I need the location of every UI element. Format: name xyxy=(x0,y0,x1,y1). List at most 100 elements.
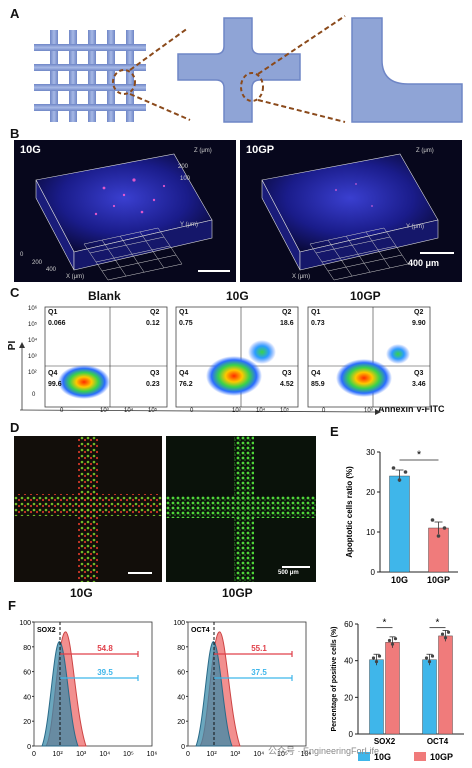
q2-value: 9.90 xyxy=(412,320,426,327)
panel-label-a: A xyxy=(10,6,20,21)
data-point xyxy=(442,526,447,530)
significance-star: * xyxy=(417,449,422,461)
flow-x-tick: 0 xyxy=(322,408,326,414)
q1-label: Q1 xyxy=(48,309,58,316)
fluorescence-image-10gp: 500 μm xyxy=(166,436,316,582)
flow-x-tick: 10³ xyxy=(100,408,109,414)
y-tick-label: 0 xyxy=(181,744,185,751)
data-point xyxy=(446,630,451,634)
scale-bar xyxy=(420,252,454,254)
panel-label-d: D xyxy=(10,420,20,435)
significance-star: * xyxy=(436,618,440,629)
x-tick-label: 10⁴ xyxy=(253,751,264,758)
q2-label: Q2 xyxy=(150,309,160,316)
data-point xyxy=(424,656,429,660)
q4-value: 99.6 xyxy=(48,381,62,388)
y-tick-label: 0 xyxy=(371,568,376,577)
bar-sox2-10g xyxy=(369,659,384,735)
panel-label-c: C xyxy=(10,285,20,300)
data-point xyxy=(436,534,441,538)
z-axis-label: Z (μm) xyxy=(194,148,212,154)
flow-y-tick: 10⁶ xyxy=(28,306,38,312)
data-point xyxy=(430,518,435,522)
y-tick-label: 10 xyxy=(366,528,375,537)
y-tick-label: 40 xyxy=(344,657,353,666)
flow-cytometry-plots xyxy=(19,306,431,415)
data-point xyxy=(371,656,376,660)
y-tick-label: 60 xyxy=(23,670,31,677)
bar-10g xyxy=(389,475,410,573)
data-point xyxy=(403,470,408,474)
legend-swatch-10g xyxy=(358,752,370,761)
y-tick-label: 60 xyxy=(344,620,353,629)
x-tick-label: 10⁴ xyxy=(99,751,110,758)
q4-value: 85.9 xyxy=(311,381,325,388)
confocal-title-10gp: 10GP xyxy=(246,144,275,156)
scale-bar-label: 500 μm xyxy=(278,570,299,576)
scale-bar-label: 400 μm xyxy=(408,258,440,268)
scale-bar xyxy=(198,270,230,272)
q4-label: Q4 xyxy=(311,370,321,377)
y-axis-label: Y (μm) xyxy=(180,222,199,228)
data-point xyxy=(374,659,379,664)
cross-stain-10g xyxy=(14,436,162,582)
x-axis-label: X (μm) xyxy=(292,274,311,280)
q1-label: Q1 xyxy=(311,309,321,316)
x-tick-label: 10² xyxy=(53,751,64,758)
x-tick-label: 10⁵ xyxy=(277,751,288,758)
q2-label: Q2 xyxy=(282,309,292,316)
confocal-3d-render-10g xyxy=(35,153,213,281)
y-axis-title: Apoptotic cells ratio (%) xyxy=(345,466,354,558)
marker-label: OCT4 xyxy=(191,627,210,634)
scale-bar xyxy=(282,566,310,568)
confocal-3d-render-10gp xyxy=(261,153,439,281)
confocal-title-10g: 10G xyxy=(20,144,41,156)
cross-stain-10gp xyxy=(166,436,316,582)
legend-label-10gp: 10GP xyxy=(430,752,453,762)
y-tick-label: 40 xyxy=(23,694,31,701)
x-tick-label: 0 xyxy=(186,751,190,758)
q4-value: 76.2 xyxy=(179,381,193,388)
flow-x-axis-label: Annexin V-FITC xyxy=(378,404,445,414)
flow-x-tick: 10³ xyxy=(364,408,373,414)
confocal-image-10g: 10G Z (μm) 200 100 Y (μm) 0 200 400 X (μ… xyxy=(14,140,236,282)
y-tick-label: 100 xyxy=(173,620,185,627)
panel-label-e: E xyxy=(330,424,339,439)
z-axis-label: Z (μm) xyxy=(416,148,434,154)
positive-cells-bar-chart: 0 20 40 60 Percentage of positive cells (%) *… xyxy=(331,618,464,762)
junction-zoom xyxy=(177,17,301,123)
y-tick-label: 100 xyxy=(19,620,31,627)
y-tick-label: 20 xyxy=(366,488,375,497)
y-tick-label: 20 xyxy=(344,693,353,702)
x-tick-label: 10GP xyxy=(427,575,450,585)
flow-plot-10g xyxy=(175,306,299,408)
bar-oct4-10g xyxy=(422,659,437,735)
x-tick-label: 10³ xyxy=(76,751,87,758)
z-tick: 200 xyxy=(178,164,189,170)
scale-bar xyxy=(128,572,152,574)
data-point xyxy=(391,466,396,470)
fluorescence-image-10g xyxy=(14,436,162,582)
x-tick: 200 xyxy=(32,260,43,266)
marker-label: SOX2 xyxy=(37,627,56,634)
data-point xyxy=(377,654,382,658)
y-tick-label: 30 xyxy=(366,448,375,457)
x-tick-label: 10⁶ xyxy=(301,751,312,758)
x-tick-label: 10⁶ xyxy=(147,751,158,758)
data-point xyxy=(390,642,395,646)
y-tick-label: 20 xyxy=(177,719,185,726)
bar-oct4-10gp xyxy=(438,635,453,735)
x-tick-label: 10³ xyxy=(230,751,241,758)
y-tick-label: 60 xyxy=(177,670,185,677)
y-axis-label: Y (μm) xyxy=(406,224,425,230)
q4-label: Q4 xyxy=(179,370,189,377)
data-point xyxy=(443,636,448,640)
q3-value: 4.52 xyxy=(280,381,294,388)
panel-label-b: B xyxy=(10,126,20,141)
q3-label: Q3 xyxy=(414,370,424,377)
flow-title-10g: 10G xyxy=(226,289,249,303)
flow-y-tick: 10² xyxy=(28,370,37,376)
flow-x-tick: 10³ xyxy=(232,408,241,414)
gate-value-blue: 37.5 xyxy=(251,668,267,677)
